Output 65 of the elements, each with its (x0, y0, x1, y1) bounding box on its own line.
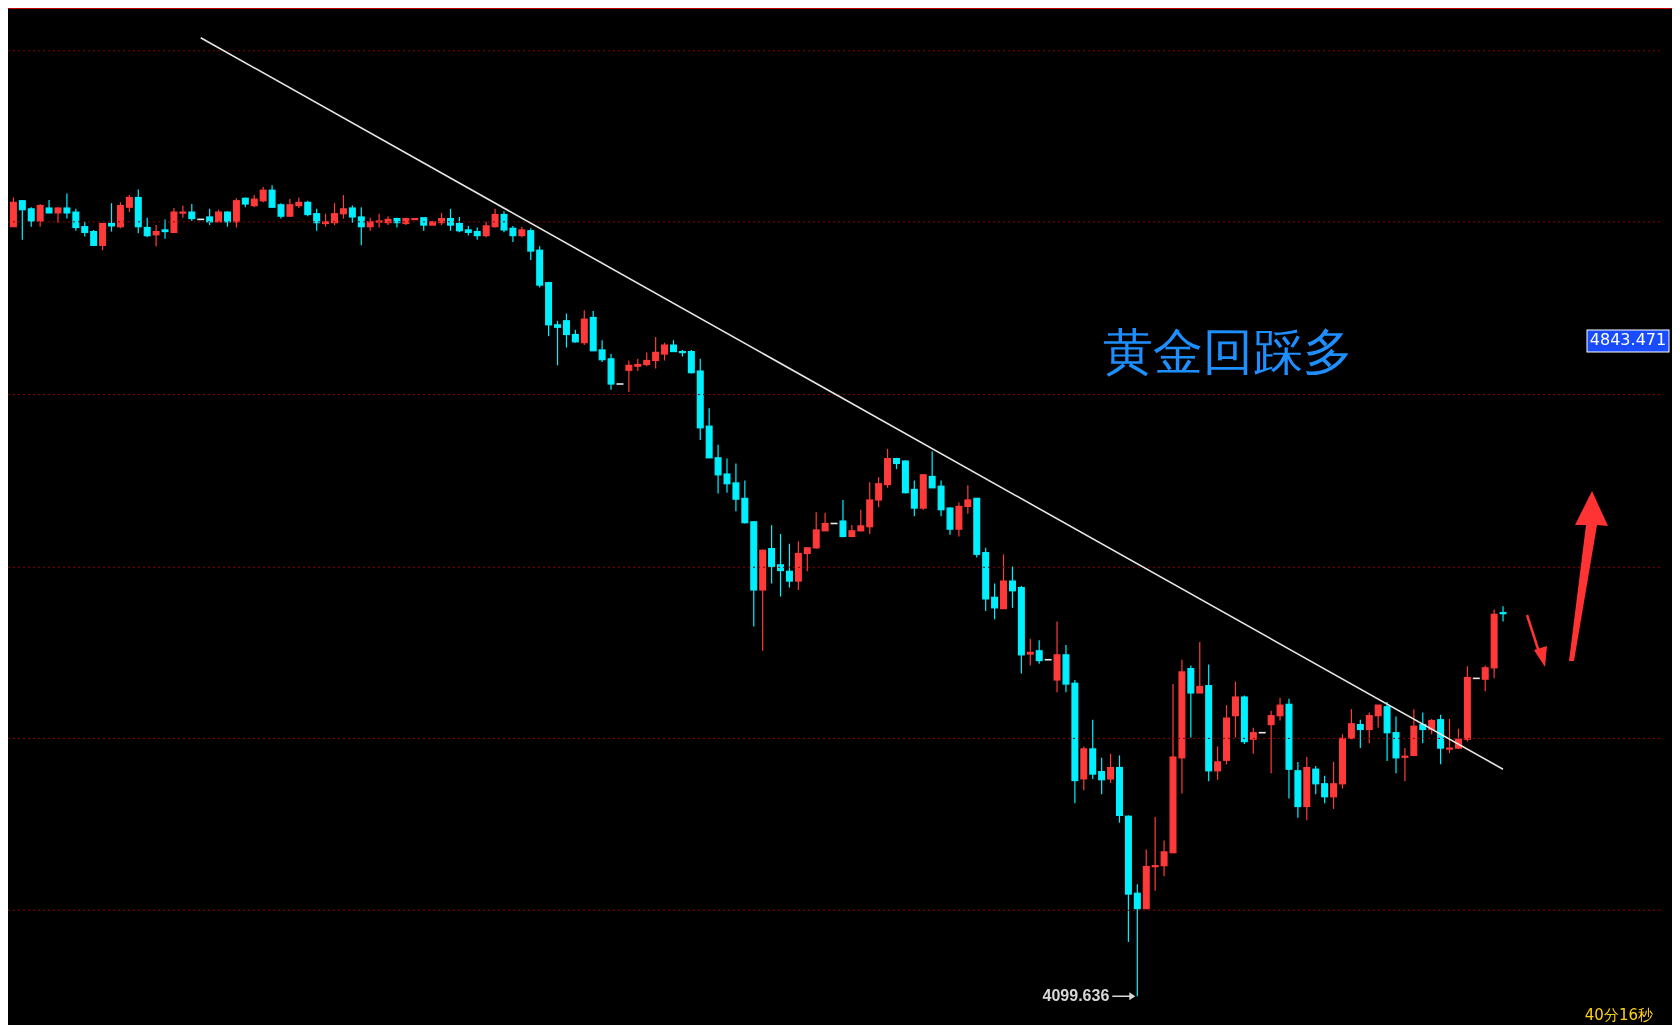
text: 4843.471 (1589, 330, 1667, 349)
candlestick (1008, 565, 1016, 609)
candlestick (108, 202, 116, 233)
candlestick (161, 218, 169, 240)
candlestick (232, 197, 240, 229)
candlestick (955, 501, 963, 538)
candlestick (839, 499, 847, 538)
candlestick (991, 582, 999, 620)
candlestick (36, 203, 44, 228)
candlestick (1249, 727, 1257, 755)
candlestick (1347, 708, 1355, 740)
candlestick (1312, 765, 1320, 795)
candlestick (1446, 718, 1454, 754)
candlestick (562, 312, 570, 349)
candlestick (1401, 747, 1409, 782)
candlestick (1098, 757, 1106, 795)
candlestick (1330, 761, 1338, 810)
candlestick (313, 208, 321, 232)
candlestick (1365, 711, 1373, 744)
annotation: 黄金回踩多 (1103, 323, 1353, 381)
candlestick (72, 208, 80, 232)
candlestick (812, 511, 820, 550)
candlestick (964, 484, 972, 515)
candlestick (152, 224, 160, 247)
candlestick (446, 208, 454, 232)
candlestick (116, 201, 124, 229)
candlestick (63, 192, 71, 220)
candlestick (652, 336, 660, 370)
candlestick (875, 476, 883, 508)
candlestick (1214, 745, 1222, 781)
candlestick (527, 227, 535, 261)
candlestick (785, 543, 793, 589)
text: 40分16秒 (1584, 1006, 1653, 1024)
candlestick (331, 202, 339, 226)
candlestick (357, 206, 365, 246)
candlestick (1481, 664, 1489, 692)
candlestick (928, 450, 936, 489)
candlestick (803, 547, 811, 572)
candlestick (768, 524, 776, 585)
candlestick (821, 512, 829, 532)
candlestick (99, 222, 107, 251)
candlestick (554, 320, 562, 366)
candlestick (1356, 719, 1364, 749)
candlestick (1499, 605, 1507, 623)
candlestick (910, 479, 918, 517)
candlestick (1196, 641, 1204, 694)
candlestick (1151, 816, 1159, 892)
candlestick (857, 509, 865, 533)
candlestick (1374, 704, 1382, 729)
candlestick (1133, 883, 1141, 997)
candlestick (339, 194, 347, 220)
candlestick (580, 309, 588, 346)
candlestick (491, 208, 499, 229)
candlestick (143, 217, 151, 238)
candlestick (27, 206, 35, 228)
candlestick (1107, 753, 1115, 784)
candlestick (777, 533, 785, 598)
candlestick (625, 359, 633, 393)
candlestick (1321, 775, 1329, 804)
annotation: 4099.636 (1042, 987, 1110, 1005)
candlestick (18, 199, 26, 241)
candlestick (54, 206, 62, 224)
candlestick (1231, 681, 1239, 739)
candlestick (1026, 638, 1034, 666)
candlestick (1035, 639, 1043, 665)
